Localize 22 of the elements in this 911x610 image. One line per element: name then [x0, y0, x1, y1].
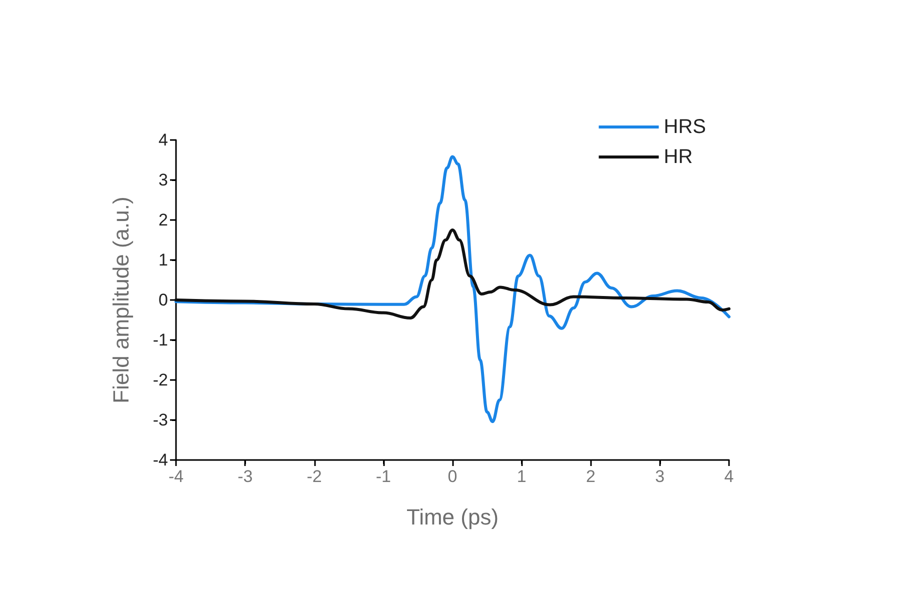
y-tick-label: -2	[152, 370, 168, 390]
x-axis-title: Time (ps)	[406, 504, 499, 530]
y-tick-label: 4	[158, 130, 168, 150]
y-tick-label: 3	[158, 170, 168, 190]
x-tick-label: 3	[655, 467, 665, 486]
x-tick-label: -1	[376, 467, 391, 486]
y-tick-label: -4	[152, 450, 168, 470]
y-tick-label: 0	[158, 290, 168, 310]
y-axis-title: Field amplitude (a.u.)	[108, 196, 134, 404]
x-tick-label: 1	[516, 467, 526, 486]
x-tick-label: 0	[448, 467, 458, 486]
x-tick-label: -3	[238, 467, 253, 486]
y-tick-label: 2	[158, 210, 168, 230]
y-tick-label: -1	[152, 330, 168, 350]
x-tick-label: 2	[586, 467, 596, 486]
legend-label: HRS	[664, 116, 706, 138]
y-tick-label: -3	[152, 410, 168, 430]
x-tick-label: 4	[724, 467, 734, 486]
y-tick-label: 1	[158, 250, 168, 270]
line-series	[174, 228, 730, 320]
x-tick-label: -2	[306, 467, 322, 486]
legend-label: HR	[664, 146, 693, 168]
